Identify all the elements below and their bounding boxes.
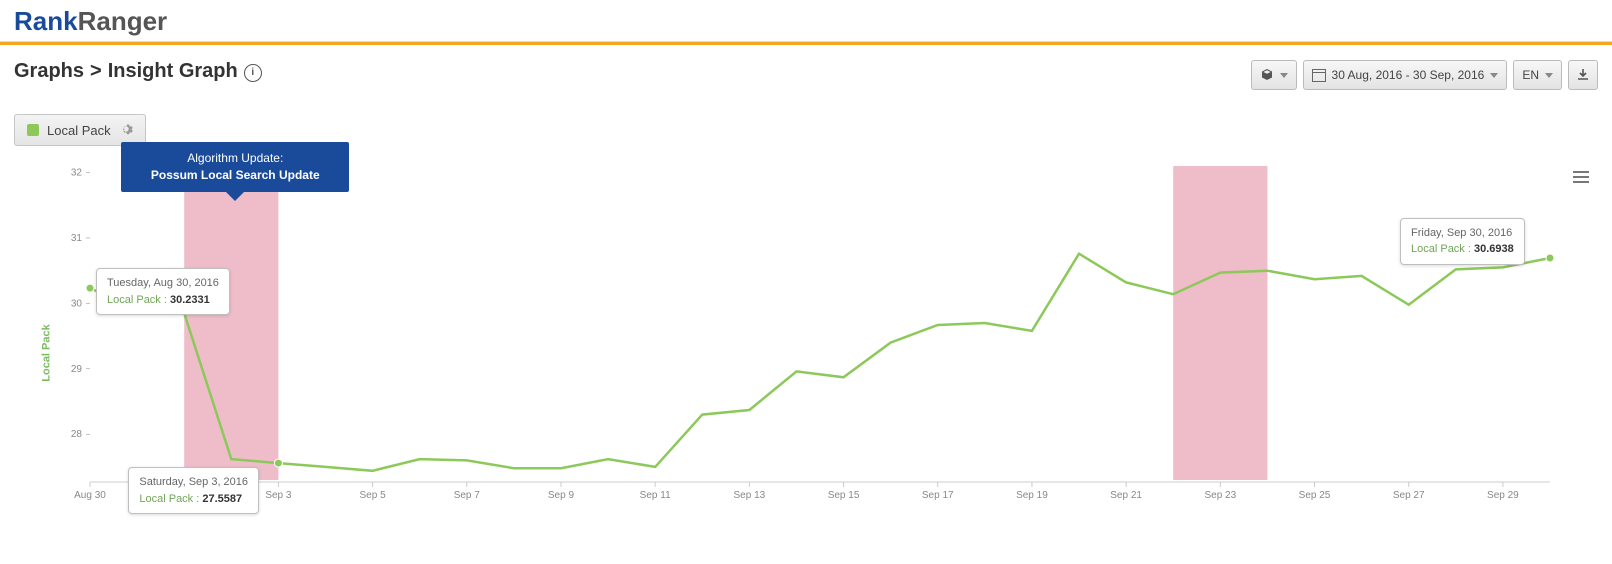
svg-text:Sep 23: Sep 23 — [1204, 490, 1236, 501]
svg-text:Sep 25: Sep 25 — [1299, 490, 1331, 501]
date-range-button[interactable]: 30 Aug, 2016 - 30 Sep, 2016 — [1303, 60, 1508, 90]
svg-text:Sep 3: Sep 3 — [265, 490, 292, 501]
tooltip-value: 27.5587 — [202, 493, 242, 505]
svg-text:Sep 21: Sep 21 — [1110, 490, 1142, 501]
chevron-down-icon — [1545, 73, 1553, 78]
svg-text:32: 32 — [71, 168, 83, 179]
tooltip-value: 30.2331 — [170, 294, 210, 306]
header-rule — [0, 42, 1612, 45]
svg-text:29: 29 — [71, 364, 83, 375]
svg-text:Aug 30: Aug 30 — [74, 490, 106, 501]
tooltip-date: Tuesday, Aug 30, 2016 — [107, 277, 219, 289]
package-button[interactable] — [1251, 60, 1297, 90]
tooltip: Friday, Sep 30, 2016 Local Pack : 30.6938 — [1400, 218, 1525, 265]
svg-text:Sep 15: Sep 15 — [828, 490, 860, 501]
tooltip-value: 30.6938 — [1474, 243, 1514, 255]
svg-text:28: 28 — [71, 429, 83, 440]
toolbar: 30 Aug, 2016 - 30 Sep, 2016 EN — [1251, 60, 1598, 90]
cube-icon — [1260, 68, 1274, 82]
calendar-icon — [1312, 69, 1326, 82]
algorithm-annotation: Algorithm Update:Possum Local Search Upd… — [121, 142, 349, 192]
svg-text:Sep 9: Sep 9 — [548, 490, 575, 501]
annotation-line1: Algorithm Update: — [135, 150, 335, 167]
svg-text:Sep 27: Sep 27 — [1393, 490, 1425, 501]
lang-label: EN — [1522, 68, 1539, 82]
svg-text:30: 30 — [71, 298, 83, 309]
lang-button[interactable]: EN — [1513, 60, 1562, 90]
svg-text:Sep 19: Sep 19 — [1016, 490, 1048, 501]
breadcrumb: Graphs > Insight Graph i — [14, 60, 262, 83]
chevron-down-icon — [1490, 73, 1498, 78]
breadcrumb-sep: > — [90, 60, 102, 83]
svg-text:Sep 17: Sep 17 — [922, 490, 954, 501]
svg-text:31: 31 — [71, 233, 83, 244]
logo-part1: Rank — [14, 6, 78, 36]
series-swatch — [27, 124, 39, 136]
breadcrumb-page: Insight Graph — [108, 60, 238, 83]
download-button[interactable] — [1568, 60, 1598, 90]
logo: RankRanger — [14, 6, 167, 37]
tooltip-series: Local Pack : — [139, 493, 202, 505]
tooltip: Saturday, Sep 3, 2016 Local Pack : 27.558… — [128, 467, 259, 514]
tooltip-date: Saturday, Sep 3, 2016 — [139, 476, 248, 488]
annotation-line2: Possum Local Search Update — [135, 167, 335, 184]
logo-part2: Ranger — [78, 6, 168, 36]
svg-text:Sep 5: Sep 5 — [360, 490, 387, 501]
gear-icon[interactable] — [119, 122, 133, 139]
info-icon[interactable]: i — [244, 64, 262, 82]
svg-text:Sep 11: Sep 11 — [640, 490, 671, 501]
date-range-label: 30 Aug, 2016 - 30 Sep, 2016 — [1332, 68, 1485, 82]
tooltip-date: Friday, Sep 30, 2016 — [1411, 227, 1512, 239]
series-label: Local Pack — [47, 123, 111, 138]
tooltip: Tuesday, Aug 30, 2016 Local Pack : 30.233… — [96, 268, 230, 315]
download-icon — [1577, 69, 1589, 81]
tooltip-series: Local Pack : — [107, 294, 170, 306]
chart-area: Local Pack 2829303132Aug 30Sep 1Sep 3Sep… — [26, 160, 1592, 546]
svg-text:Sep 29: Sep 29 — [1487, 490, 1519, 501]
svg-text:Sep 7: Sep 7 — [454, 490, 481, 501]
chart-svg: 2829303132Aug 30Sep 1Sep 3Sep 5Sep 7Sep … — [60, 160, 1560, 510]
chart-menu-icon[interactable] — [1572, 170, 1590, 189]
y-axis-label: Local Pack — [41, 324, 53, 381]
breadcrumb-section: Graphs — [14, 60, 84, 83]
svg-text:Sep 13: Sep 13 — [734, 490, 766, 501]
chevron-down-icon — [1280, 73, 1288, 78]
tooltip-series: Local Pack : — [1411, 243, 1474, 255]
